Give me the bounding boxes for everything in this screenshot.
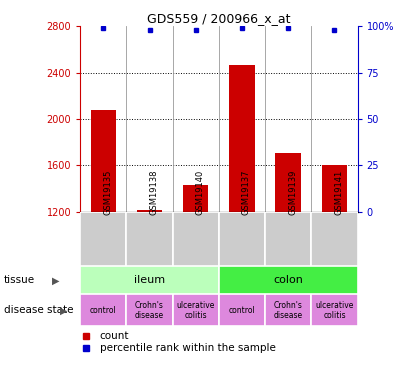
Bar <box>127 212 173 266</box>
Bar <box>219 212 265 266</box>
Bar <box>265 294 312 326</box>
Text: count: count <box>99 331 129 341</box>
Bar <box>80 266 219 294</box>
Text: control: control <box>90 306 117 315</box>
Text: GSM19138: GSM19138 <box>150 169 159 214</box>
Text: GSM19140: GSM19140 <box>196 170 205 214</box>
Text: GSM19137: GSM19137 <box>242 169 251 214</box>
Bar <box>219 266 358 294</box>
Bar <box>312 212 358 266</box>
Text: tissue: tissue <box>4 275 35 285</box>
Bar <box>275 153 301 212</box>
Bar <box>183 185 208 212</box>
Bar <box>173 212 219 266</box>
Bar <box>80 294 127 326</box>
Bar <box>219 294 265 326</box>
Text: ileum: ileum <box>134 275 165 285</box>
Bar <box>90 110 116 212</box>
Bar <box>173 294 219 326</box>
Text: GSM19139: GSM19139 <box>288 169 297 214</box>
Bar <box>80 212 127 266</box>
Text: colon: colon <box>273 275 303 285</box>
Text: ▶: ▶ <box>60 305 67 315</box>
Text: ▶: ▶ <box>52 275 59 285</box>
Text: control: control <box>229 306 255 315</box>
Bar <box>137 210 162 212</box>
Text: percentile rank within the sample: percentile rank within the sample <box>99 343 275 353</box>
Bar <box>229 64 255 212</box>
Text: disease state: disease state <box>4 305 74 315</box>
Text: ulcerative
colitis: ulcerative colitis <box>315 301 353 320</box>
Text: GSM19141: GSM19141 <box>335 170 344 214</box>
Text: Crohn's
disease: Crohn's disease <box>135 301 164 320</box>
Title: GDS559 / 200966_x_at: GDS559 / 200966_x_at <box>147 12 291 25</box>
Bar <box>312 294 358 326</box>
Text: GSM19135: GSM19135 <box>103 169 112 214</box>
Text: Crohn's
disease: Crohn's disease <box>274 301 303 320</box>
Text: ulcerative
colitis: ulcerative colitis <box>177 301 215 320</box>
Bar <box>322 165 347 212</box>
Bar <box>127 294 173 326</box>
Bar <box>265 212 312 266</box>
